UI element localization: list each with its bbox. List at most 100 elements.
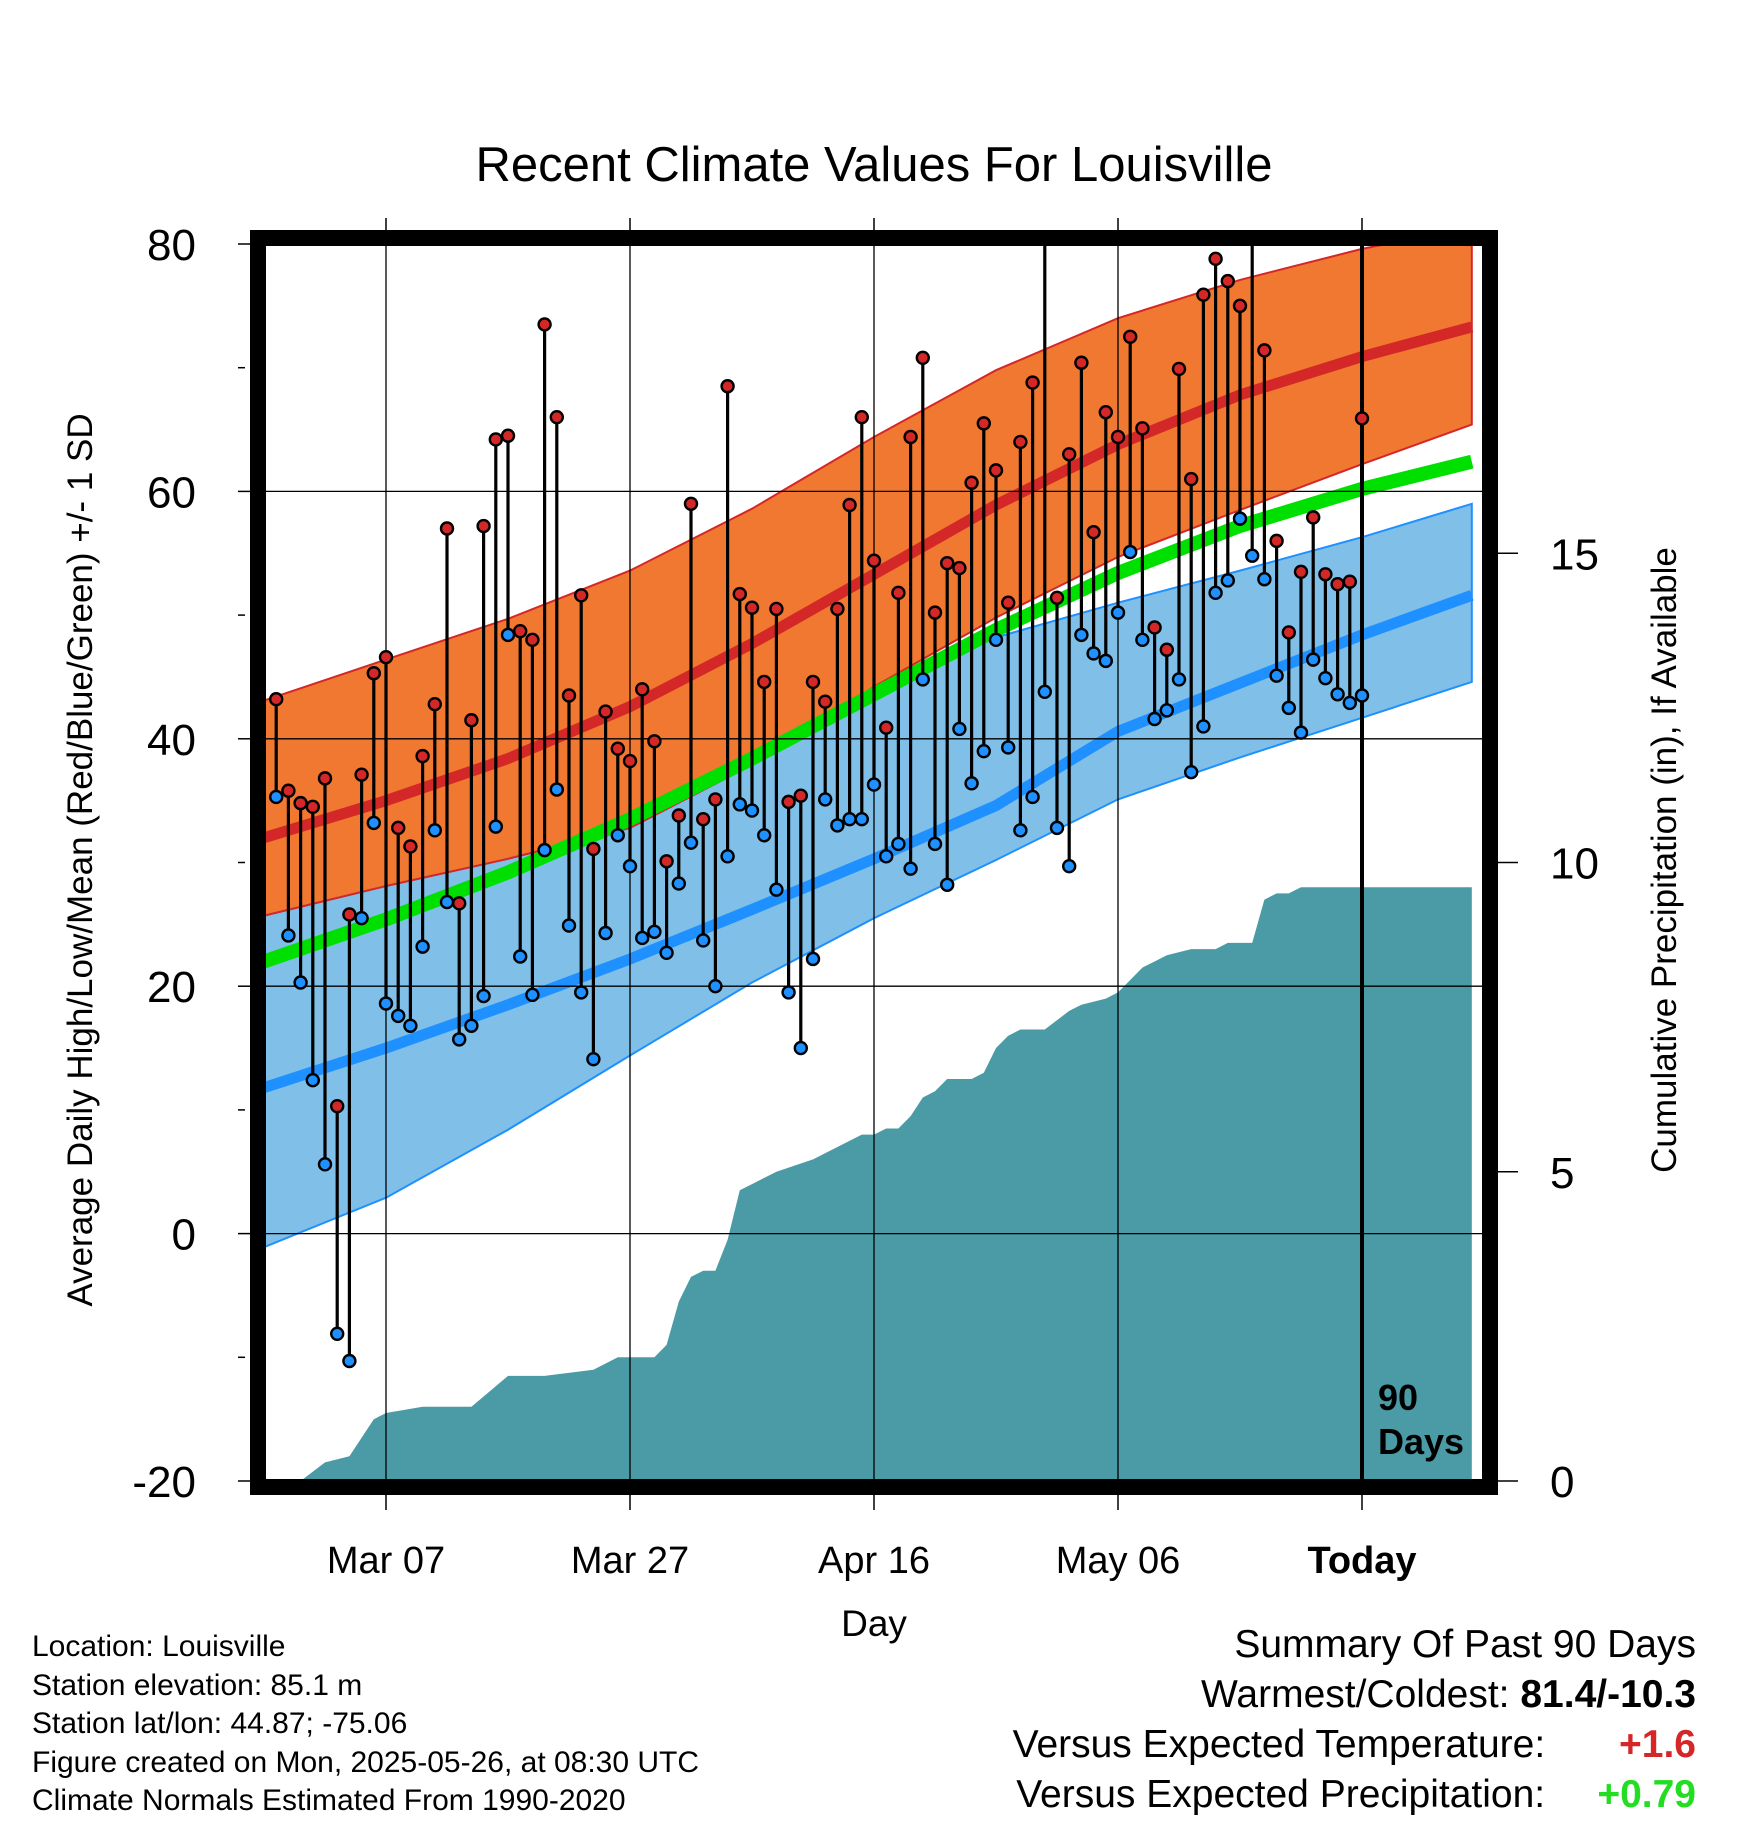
daily-high-point [525,632,540,648]
daily-low-point [342,1353,357,1369]
temp-label: Versus Expected Temperature: [1012,1723,1546,1766]
daily-low-point [1196,719,1211,734]
period-marker-line1: 90 [1378,1377,1418,1418]
daily-low-point [1232,511,1248,526]
info-location: Location: Louisville [32,1630,286,1663]
daily-high-point [879,720,894,735]
daily-low-point [659,945,674,961]
daily-low-point [1061,859,1077,874]
daily-low-point [866,777,882,792]
daily-high-point [1110,429,1126,445]
daily-high-point [500,428,516,443]
daily-low-point [708,979,723,994]
daily-low-point [1013,823,1028,838]
observations [269,244,1370,1369]
daily-low-point [1330,687,1345,702]
daily-high-point [1269,533,1284,549]
daily-high-point [854,409,869,425]
daily-low-point [915,672,930,687]
daily-high-point [1220,273,1236,289]
daily-high-point [1208,251,1223,267]
daily-high-point [964,475,979,490]
daily-low-point [1269,668,1284,683]
summary-panel: Summary Of Past 90 Days Warmest/Coldest:… [1013,1620,1696,1820]
daily-low-point [366,815,381,831]
daily-high-point [1293,564,1309,580]
daily-high-point [1049,590,1065,605]
daily-low-point [1244,548,1260,563]
daily-low-point [1159,703,1175,718]
daily-high-point [439,521,455,536]
daily-high-point [391,820,406,836]
daily-low-point [574,985,589,1000]
daily-high-point [1147,620,1162,635]
chart-title: Recent Climate Values For Louisville [475,138,1272,192]
daily-low-point [683,835,699,850]
y-tick-label: 20 [147,963,196,1012]
daily-high-point [793,788,808,803]
daily-low-point [1257,572,1272,587]
x-tick-label: Mar 07 [327,1540,445,1582]
daily-low-point [549,782,564,797]
station-info: Location: Louisville Station elevation: … [32,1628,699,1821]
daily-high-point [1159,642,1175,657]
daily-high-point [988,463,1004,478]
summary-precip: Versus Expected Precipitation: +0.79 [1013,1770,1696,1820]
daily-high-point [1098,405,1114,420]
daily-low-point [525,987,540,1003]
daily-low-point [452,1032,467,1047]
x-tick-label: Apr 16 [818,1540,930,1582]
precip-label: Versus Expected Precipitation: [1016,1773,1546,1816]
daily-high-point [842,497,857,513]
x-tick-label: Mar 27 [571,1540,689,1582]
x-tick-label: Today [1307,1540,1416,1582]
daily-high-point [1330,576,1345,592]
daily-low-point [952,721,967,737]
daily-high-point [305,799,320,815]
daily-low-point [378,996,394,1011]
daily-low-point [537,842,552,858]
daily-high-point [561,688,577,703]
daily-high-point [622,753,638,769]
daily-low-point [1037,684,1053,699]
daily-high-point [1354,411,1370,426]
daily-low-point [891,836,906,852]
daily-high-point [269,692,284,707]
daily-high-point [696,812,711,827]
daily-low-point [1122,544,1138,560]
summary-heading: Summary Of Past 90 Days [1234,1623,1696,1666]
daily-high-point [1122,329,1138,344]
daily-high-point [757,674,772,690]
daily-low-point [793,1040,808,1056]
daily-low-point [1220,573,1236,588]
daily-low-point [879,849,894,864]
daily-high-point [744,600,760,615]
daily-low-point [805,951,821,967]
daily-high-point [805,674,821,690]
daily-low-point [281,928,296,943]
plot-frame [250,230,1498,1495]
y-tick-label: 0 [172,1211,196,1260]
daily-high-point [671,808,686,823]
daily-high-point [952,560,967,576]
daily-high-point [586,841,601,857]
daily-low-point [635,930,650,946]
y-axis-label-right: Cumulative Precipitation (in), If Availa… [1645,547,1684,1173]
daily-low-point [1342,695,1358,711]
precip-tick-label: 5 [1550,1149,1574,1198]
daily-high-point [1061,447,1077,462]
daily-low-point [1281,700,1297,716]
y-tick-label: -20 [132,1458,196,1507]
daily-high-point [1318,567,1333,582]
daily-low-point [317,1157,333,1172]
daily-high-point [1001,595,1016,610]
daily-high-point [927,605,943,620]
daily-low-point [964,776,979,791]
info-created: Figure created on Mon, 2025-05-26, at 08… [32,1745,700,1779]
daily-low-point [903,861,918,876]
precip-tick-label: 0 [1550,1458,1574,1507]
y-axis-label-left: Average Daily High/Low/Mean (Red/Blue/Gr… [61,413,100,1306]
daily-high-point [354,767,369,782]
daily-low-point [671,876,686,891]
